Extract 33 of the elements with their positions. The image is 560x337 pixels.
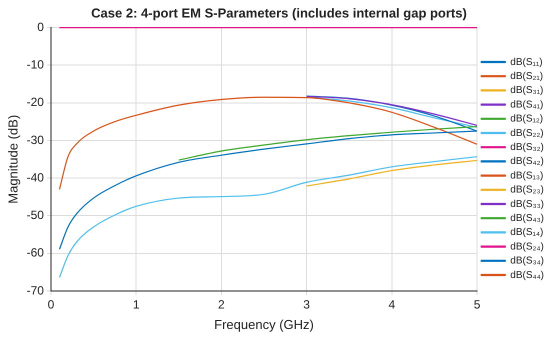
- legend-label: dB(S₁₂): [510, 114, 544, 125]
- legend-label: dB(S₃₄): [510, 256, 544, 267]
- y-tick-label: -40: [26, 170, 44, 184]
- legend-label: dB(S₃₁): [510, 85, 544, 96]
- legend-label: dB(S₂₁): [510, 70, 544, 82]
- legend-label: dB(S₂₂): [510, 128, 544, 139]
- x-tick-label: 0: [48, 298, 55, 312]
- chart-title: Case 2: 4-port EM S-Parameters (includes internal gap ports): [91, 5, 467, 20]
- x-tick-label: 2: [218, 298, 226, 312]
- legend-label: dB(S₄₁): [510, 99, 544, 110]
- legend-label: dB(S₂₃): [510, 184, 544, 196]
- x-tick-label: 1: [132, 298, 140, 312]
- legend-label: dB(S₄₄): [510, 270, 544, 281]
- y-axis-title: Magnitude (dB): [5, 114, 20, 204]
- legend-label: dB(S₃₂): [510, 142, 544, 153]
- y-tick-label: -70: [26, 283, 44, 298]
- y-tick-label: -60: [26, 246, 44, 260]
- legend-label: dB(S₄₃): [510, 212, 544, 224]
- y-tick-label: -30: [26, 132, 44, 147]
- legend-label: dB(S₄₂): [510, 156, 544, 168]
- y-tick-label: -50: [26, 208, 44, 222]
- legend-label: dB(S₁₁): [510, 56, 543, 68]
- y-tick-label: -10: [26, 58, 44, 72]
- x-axis-title: Frequency (GHz): [214, 316, 314, 332]
- x-tick-label: 4: [388, 298, 396, 312]
- y-tick-label: -20: [26, 95, 44, 110]
- legend-label: dB(S₂₄): [510, 241, 544, 252]
- x-tick-label: 5: [474, 298, 481, 312]
- y-tick-label: 0: [37, 20, 44, 34]
- legend-label: dB(S₁₃): [510, 170, 544, 182]
- legend-label: dB(S₃₃): [510, 198, 544, 210]
- x-tick-label: 3: [303, 298, 310, 312]
- legend-label: dB(S₁₄): [510, 227, 544, 238]
